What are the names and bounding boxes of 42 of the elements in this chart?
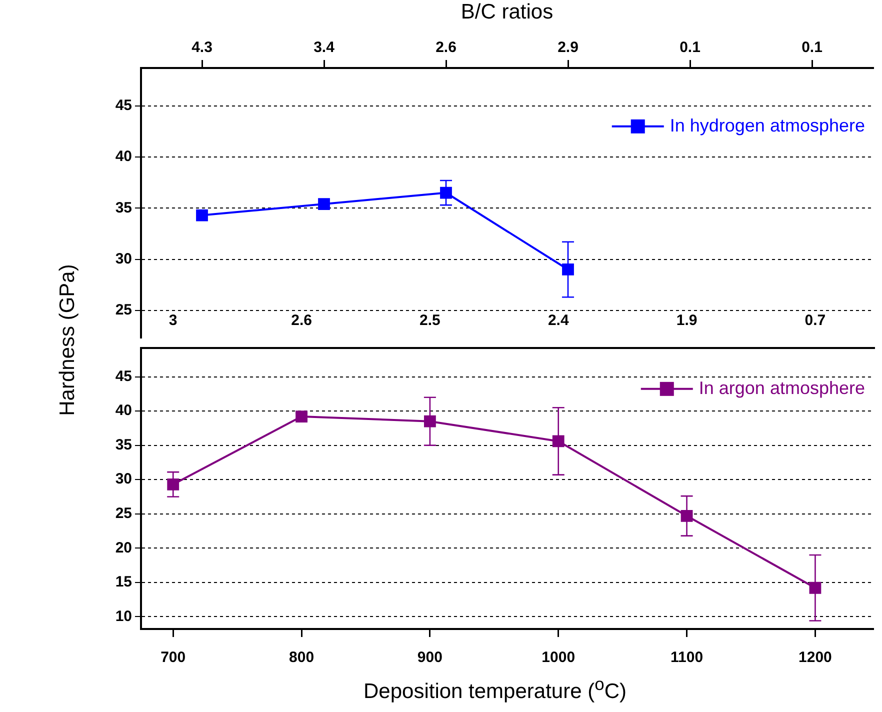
annotation: 2.6: [291, 312, 312, 330]
x2-axis-title: B/C ratios: [460, 0, 554, 24]
x-tick-label: 2.9: [558, 39, 578, 56]
legend-label: In argon atmosphere: [698, 378, 866, 398]
annotation: 1.9: [676, 312, 698, 330]
y-tick-label: 20: [115, 539, 132, 556]
point: [318, 198, 330, 210]
x-tick-label: 3.4: [314, 39, 336, 56]
y-tick-label: 25: [115, 302, 132, 319]
y-tick-label: 25: [115, 505, 132, 522]
y-axis-title: Hardness (GPa): [56, 264, 80, 416]
x-tick-label: 800: [289, 649, 314, 666]
legend-label: In hydrogen atmosphere: [670, 115, 866, 136]
annotation: 0.7: [804, 312, 826, 330]
y-tick-label: 35: [115, 199, 132, 216]
point: [440, 186, 452, 199]
point: [167, 478, 180, 490]
x-tick-label: 4.3: [192, 39, 212, 56]
y-tick-label: 45: [115, 368, 132, 385]
y-tick-label: 10: [115, 608, 132, 625]
x-tick-label: 1200: [798, 649, 832, 666]
annotation: 3: [168, 312, 178, 330]
y-tick-label: 35: [115, 436, 132, 454]
annotation: 2.5: [420, 312, 440, 330]
y-tick-label: 15: [115, 574, 132, 591]
y-tick-label: 40: [115, 402, 132, 420]
point: [562, 264, 574, 276]
x-tick-label: 900: [417, 649, 442, 666]
x-tick-label: 2.6: [436, 39, 456, 56]
annotation: 2.4: [548, 312, 570, 330]
x-tick-label: 700: [160, 649, 186, 666]
point: [196, 209, 208, 222]
x-tick-label: 0.1: [680, 39, 700, 56]
y-tick-label: 45: [115, 96, 132, 114]
y-tick-label: 30: [115, 250, 132, 268]
y-tick-label: 40: [115, 148, 132, 166]
y-tick-label: 30: [115, 470, 132, 488]
x-tick-label: 0.1: [802, 39, 822, 56]
x-tick-label: 1100: [670, 649, 704, 666]
x-axis-title: Deposition temperature ($^{o}$C): [363, 674, 627, 704]
x-tick-label: 1000: [542, 649, 576, 666]
point: [424, 415, 436, 428]
